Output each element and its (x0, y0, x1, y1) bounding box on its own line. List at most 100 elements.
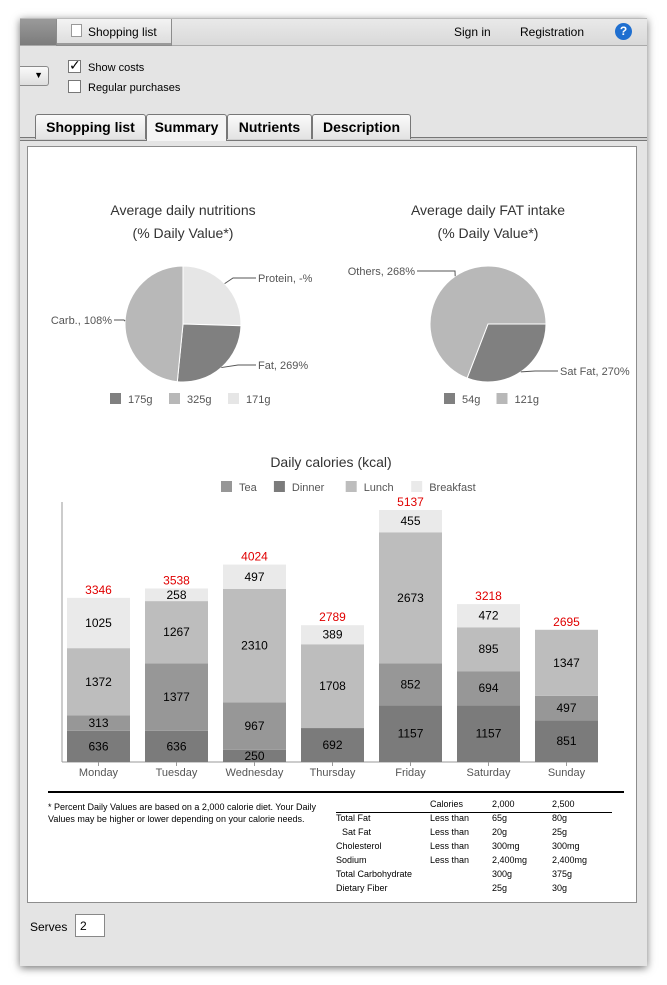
bar-segment-label: 636 (88, 739, 108, 753)
nutrition-table-row: Total Fat Less than 65g 80g (336, 813, 612, 827)
show-costs-checkbox[interactable]: ✓ (68, 57, 81, 73)
bar-segment (145, 601, 208, 664)
legend-swatch (110, 393, 121, 404)
bar-segment-label: 497 (244, 570, 264, 584)
legend-label: Dinner (292, 482, 325, 494)
nutrition-cell: 300g (492, 869, 513, 879)
options-dropdown[interactable]: ▼ (20, 66, 49, 86)
pie-slice-label: Carb., 108% (51, 315, 112, 327)
list-icon (71, 24, 82, 37)
nutrition-table-header: Calories 2,000 2,500 (336, 799, 612, 813)
legend-label: 171g (246, 394, 270, 406)
nutrition-cell: Sat Fat (342, 827, 372, 837)
pie-subtitle: (% Daily Value*) (438, 225, 539, 241)
nutrition-cell: Less than (430, 827, 470, 837)
legend-label: Lunch (364, 482, 394, 494)
x-tick-label: Saturday (466, 767, 511, 779)
sign-in-link[interactable]: Sign in (454, 25, 491, 39)
help-icon[interactable]: ? (615, 23, 632, 40)
bar-segment (67, 730, 130, 762)
bar-total-label: 4024 (241, 550, 268, 564)
bar-segment-label: 967 (244, 719, 264, 733)
nutrition-cell: 300mg (492, 841, 520, 851)
shopping-list-top-tab[interactable]: Shopping list (56, 19, 172, 46)
bar-segment (67, 648, 130, 716)
serves-input[interactable]: 2 (75, 914, 105, 937)
nutrition-table-row: Sodium Less than 2,400mg 2,400mg (336, 855, 612, 869)
legend-swatch (169, 393, 180, 404)
checkmark-icon: ✓ (69, 57, 81, 73)
bar-segment-label: 636 (166, 739, 186, 753)
legend-swatch (496, 393, 508, 404)
nutrition-cell: 80g (552, 813, 568, 823)
nutrition-cell: 300mg (552, 841, 580, 851)
top-bar: Shopping list Sign in Registration ? (20, 19, 647, 46)
bar-segment (145, 730, 208, 762)
bar-segment-label: 1372 (85, 675, 112, 689)
bar-segment (223, 749, 286, 762)
bar-segment-label: 694 (478, 681, 498, 695)
tab-description[interactable]: Description (312, 114, 411, 139)
nutrition-cell: 20g (492, 827, 508, 837)
nutrition-cell: Less than (430, 813, 470, 823)
nutrition-table-row: Total Carbohydrate 300g 375g (336, 869, 612, 883)
bar-segment-label: 852 (400, 677, 420, 691)
bar-total-label: 5137 (397, 495, 424, 509)
bar-segment (535, 720, 598, 762)
nutrition-cell: 2,400mg (492, 855, 528, 865)
pie-slice (124, 265, 184, 383)
bar-segment-label: 1347 (553, 656, 580, 670)
registration-link[interactable]: Registration (520, 25, 585, 39)
pie-slice (176, 323, 242, 383)
nutrition-cell: Dietary Fiber (336, 883, 388, 893)
legend-label: Tea (239, 482, 258, 494)
legend-label: Breakfast (429, 482, 475, 494)
bar-segment-label: 472 (478, 609, 498, 623)
bar-segment-label: 1377 (163, 690, 190, 704)
app-window: Shopping list Sign in Registration ? ▼ ✓… (20, 18, 647, 966)
charts-canvas: Average daily nutritions (% Daily Value*)… (48, 202, 630, 793)
pie-leader-line (417, 270, 456, 277)
nutrition-cell: 25g (552, 827, 568, 837)
pie-slice (429, 265, 547, 379)
bar-segment (145, 663, 208, 731)
bar-segment (223, 564, 286, 589)
bar-segment (379, 532, 442, 664)
regular-purchases-checkbox[interactable] (68, 80, 81, 93)
bar-chart-title: Daily calories (kcal) (270, 454, 391, 470)
tab-shopping-list[interactable]: Shopping list (35, 114, 146, 139)
nutrition-cell: Total Fat (336, 813, 371, 823)
tab-summary[interactable]: Summary (146, 114, 227, 141)
regular-purchases-label: Regular purchases (88, 82, 181, 94)
bar-segment-label: 2673 (397, 591, 424, 605)
bar-segment (457, 705, 520, 762)
pie-slice-label: Others, 268% (348, 266, 415, 278)
tab-nutrients[interactable]: Nutrients (227, 114, 312, 139)
bar-total-label: 3538 (163, 573, 190, 587)
bar-segment (457, 671, 520, 706)
bar-segment (301, 625, 364, 645)
bar-total-label: 3218 (475, 589, 502, 603)
bar-segment (535, 695, 598, 721)
bar-segment (301, 728, 364, 762)
bar-segment (301, 644, 364, 729)
bar-segment-label: 2310 (241, 639, 268, 653)
bar-segment-label: 895 (478, 642, 498, 656)
bar-segment-label: 1157 (398, 727, 424, 741)
x-tick-label: Sunday (548, 767, 586, 779)
pie-title: Average daily FAT intake (411, 202, 565, 218)
legend-swatch (411, 481, 423, 492)
bar-segment (67, 715, 130, 731)
nutrition-reference-table: Calories 2,000 2,500 Total Fat Less than… (336, 799, 612, 897)
bar-segment (535, 629, 598, 696)
legend-label: 54g (462, 394, 480, 406)
nutrition-cell: 375g (552, 869, 573, 879)
bar-segment-label: 1267 (163, 625, 190, 639)
top-bar-handle (20, 19, 56, 45)
legend-swatch (221, 481, 232, 492)
pie-subtitle: (% Daily Value*) (133, 225, 234, 241)
legend-swatch (273, 481, 285, 492)
legend-swatch (345, 481, 357, 492)
bar-segment (223, 588, 286, 703)
bar-segment-label: 313 (88, 716, 108, 730)
